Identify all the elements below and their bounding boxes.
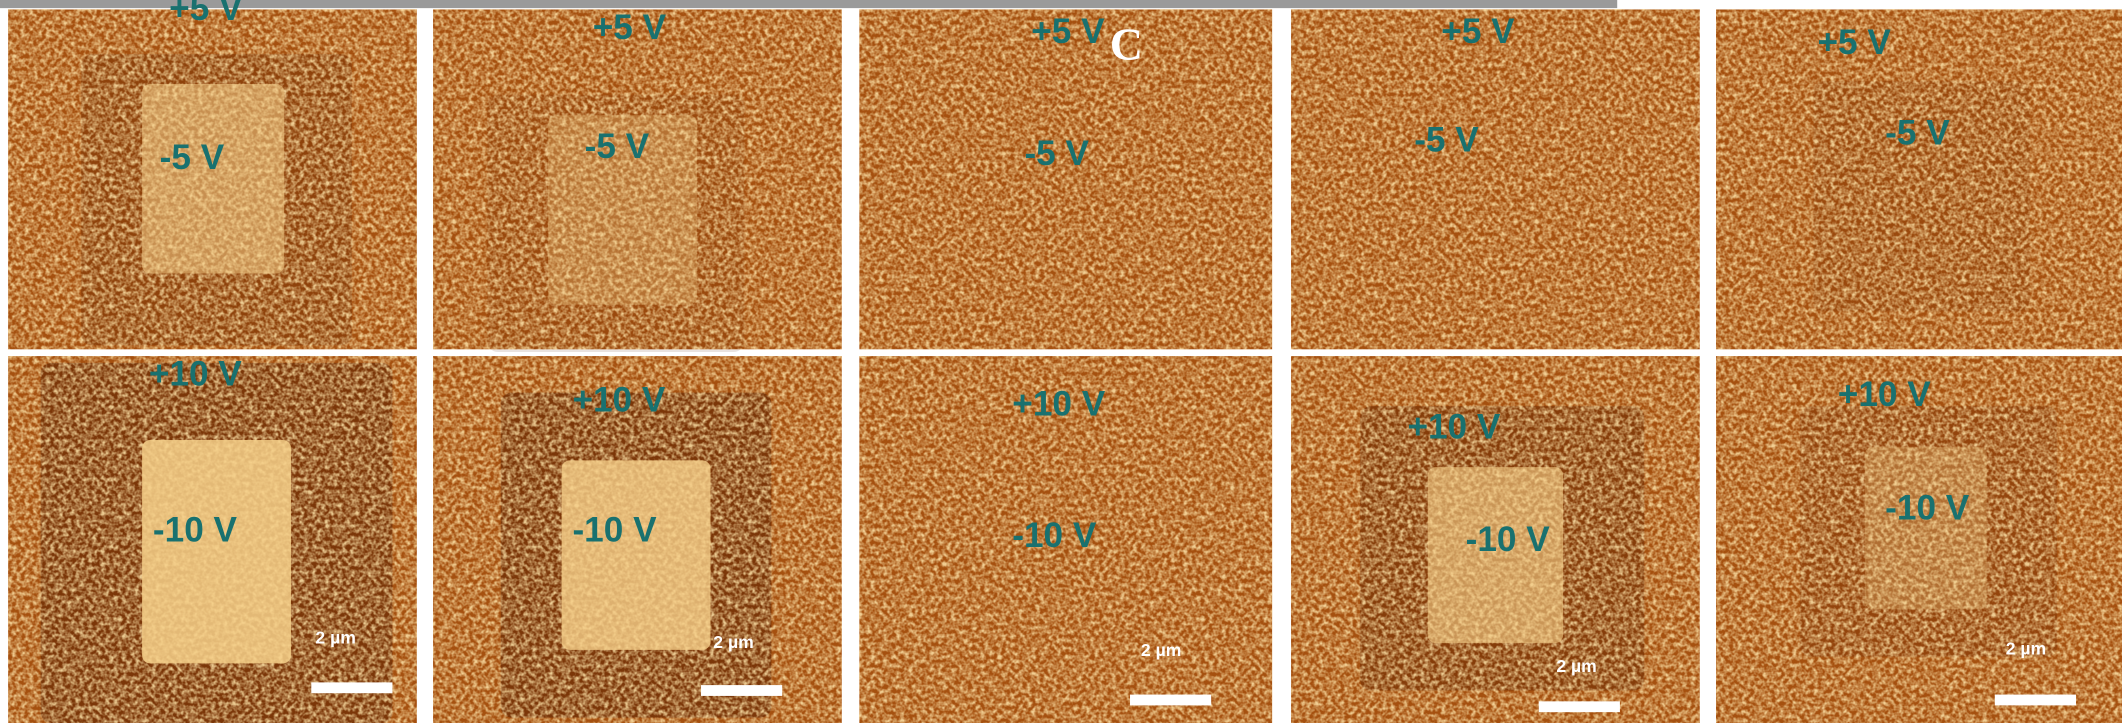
outer-voltage-label: +5 V [1818, 23, 1892, 62]
scale-bar-label: 2 µm [1141, 640, 1181, 660]
noise [1716, 9, 2122, 349]
outer-voltage-label: +10 V [1838, 375, 1931, 414]
scale-bar-label: 2 µm [713, 632, 753, 652]
light-square [142, 440, 291, 663]
inner-voltage-label: -10 V [1466, 520, 1551, 559]
pfm-panel: +10 V -10 V 2 µm [859, 356, 1272, 723]
inner-voltage-label: -5 V [160, 138, 225, 177]
scale-bar-label: 2 µm [2006, 639, 2046, 659]
pfm-panel: +5 V -5 V [1291, 9, 1700, 349]
pfm-panel: +5 V -5 V [1716, 9, 2122, 349]
inner-voltage-label: -10 V [1012, 516, 1097, 555]
inner-voltage-label: -5 V [1885, 114, 1950, 153]
scale-bar [1539, 701, 1620, 712]
scale-bar [1130, 695, 1211, 706]
figure: +5 V -5 V +5 V -5 V +5 V -5 V +5 V -5 V +5 V -5 V… [0, 0, 2122, 723]
inner-voltage-label: -10 V [1885, 489, 1970, 528]
outer-voltage-label: +5 V [1031, 12, 1105, 51]
light-square [142, 84, 284, 274]
scale-bar-label: 2 µm [1556, 656, 1596, 676]
outer-voltage-label: +5 V [1441, 12, 1515, 51]
top-strip [0, 0, 1617, 8]
noise [1291, 9, 1700, 349]
inner-voltage-label: -5 V [1414, 120, 1479, 159]
outer-voltage-label: +5 V [593, 8, 667, 47]
inner-voltage-label: -10 V [572, 510, 657, 549]
scale-bar [1995, 695, 2076, 706]
inner-voltage-label: -5 V [1024, 134, 1089, 173]
scale-bar [701, 685, 782, 696]
noise [859, 9, 1272, 349]
pfm-panel: +10 V -10 V 2 µm [1716, 356, 2122, 723]
pfm-panel: +5 V -5 V [8, 0, 417, 349]
outer-voltage-label: +10 V [1407, 407, 1500, 446]
scale-bar [311, 682, 392, 693]
light-square [1865, 447, 1987, 609]
outer-voltage-label: +5 V [169, 0, 243, 28]
scale-bar-label: 2 µm [315, 628, 355, 648]
figure-label: C [1110, 18, 1143, 69]
outer-voltage-label: +10 V [1012, 384, 1105, 423]
pfm-panel: +10 V -10 V 2 µm [433, 356, 842, 723]
pfm-panel: +10 V -10 V 2 µm [8, 355, 417, 723]
inner-voltage-label: -5 V [585, 127, 650, 166]
pfm-panel: +5 V -5 V [433, 8, 842, 352]
light-square [562, 460, 711, 650]
pfm-panel: +5 V -5 V [859, 9, 1272, 349]
outer-voltage-label: +10 V [149, 355, 242, 394]
pfm-panel: +10 V -10 V 2 µm [1291, 356, 1700, 723]
outer-voltage-label: +10 V [572, 380, 665, 419]
inner-voltage-label: -10 V [153, 510, 238, 549]
